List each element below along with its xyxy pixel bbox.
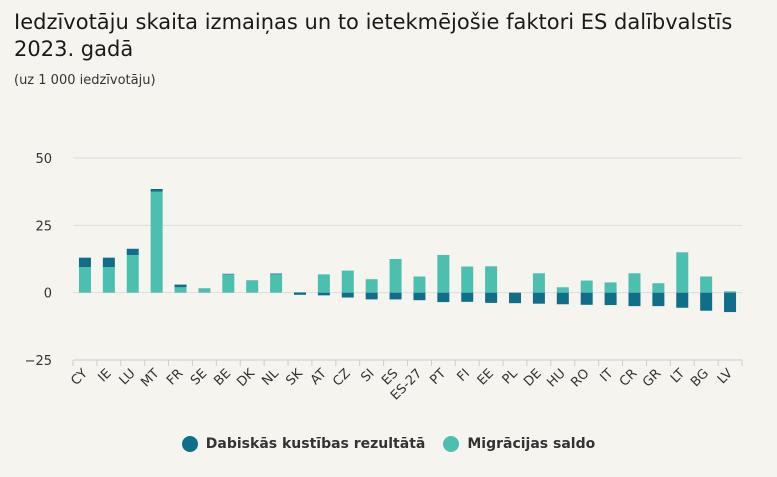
y-tick-label: −25 (25, 354, 52, 369)
bar-natural (246, 280, 259, 282)
bar-natural (413, 292, 426, 301)
x-tick-label: PT (427, 366, 449, 388)
bar-migration (102, 267, 115, 293)
bar-migration (341, 270, 354, 293)
bar-migration (628, 273, 641, 293)
bar-migration (174, 287, 187, 293)
x-tick-label: MT (138, 366, 162, 390)
legend-item-migration[interactable]: Migrācijas saldo (443, 436, 595, 452)
bar-migration (413, 276, 426, 293)
bar-migration (317, 274, 330, 293)
bar-migration (604, 282, 617, 293)
bar-natural (150, 188, 163, 192)
x-tick-label: DE (521, 366, 545, 390)
x-tick-label: BG (688, 366, 712, 390)
bar-migration (365, 279, 378, 293)
bar-migration (485, 266, 498, 293)
x-tick-label: PL (500, 366, 522, 388)
x-tick-label: IT (597, 366, 616, 385)
bar-migration (389, 259, 402, 293)
bar-natural (509, 292, 522, 304)
bar-migration (580, 280, 593, 293)
y-tick-label: 0 (44, 287, 52, 302)
bar-natural (676, 292, 689, 308)
bar-natural (126, 248, 139, 255)
bar-natural (78, 257, 91, 268)
bar-natural (389, 292, 402, 300)
chart-subtitle: (uz 1 000 iedzīvotāju) (14, 73, 156, 88)
legend-swatch-migration (443, 436, 460, 452)
bar-natural (293, 292, 306, 295)
bar-natural (532, 292, 545, 304)
x-tick-label: FI (454, 366, 473, 385)
x-tick-label: GR (640, 366, 664, 390)
bar-migration (437, 254, 450, 293)
y-tick-label: 25 (35, 219, 52, 234)
bar-migration (556, 287, 569, 293)
bar-migration (150, 191, 163, 293)
x-tick-label: SE (188, 366, 210, 388)
x-tick-label: LU (117, 366, 139, 388)
y-tick-label: 50 (35, 152, 52, 167)
bar-migration (676, 252, 689, 293)
bar-natural (700, 292, 713, 311)
bar-natural (174, 284, 187, 288)
x-tick-label: NL (259, 366, 282, 389)
bar-natural (580, 292, 593, 305)
bar-natural (652, 292, 665, 307)
x-tick-label: BE (211, 366, 234, 389)
x-tick-label: LV (715, 366, 736, 387)
bar-migration (222, 274, 235, 293)
chart-legend: Dabiskās kustības rezultātā Migrācijas s… (0, 436, 777, 452)
bar-migration (293, 292, 306, 293)
x-tick-label: CY (68, 366, 91, 389)
bar-migration (78, 267, 91, 293)
legend-item-natural[interactable]: Dabiskās kustības rezultātā (181, 436, 426, 452)
x-tick-label: SI (358, 366, 377, 385)
bar-natural (365, 292, 378, 300)
bar-migration (724, 291, 737, 293)
bar-natural (341, 292, 354, 298)
x-tick-label: CR (617, 366, 640, 389)
bar-migration (270, 274, 283, 293)
bar-natural (270, 273, 283, 275)
bar-natural (556, 292, 569, 305)
x-tick-label: LT (668, 366, 688, 386)
x-tick-label: SK (283, 366, 306, 389)
bar-natural (604, 292, 617, 306)
bar-migration (532, 273, 545, 293)
bar-natural (222, 273, 235, 275)
x-tick-label: IE (96, 366, 115, 385)
bar-migration (461, 266, 474, 293)
bar-migration (198, 288, 211, 293)
bar-natural (628, 292, 641, 307)
legend-label-migration: Migrācijas saldo (467, 436, 596, 452)
bar-natural (724, 292, 737, 313)
bar-natural (317, 292, 330, 296)
x-tick-label: HU (544, 366, 568, 390)
x-tick-label: DK (234, 366, 258, 390)
x-tick-label: EE (475, 366, 497, 388)
bar-natural (437, 292, 450, 303)
x-tick-label: RO (568, 366, 592, 390)
bar-migration (652, 283, 665, 293)
bar-natural (485, 292, 498, 303)
bar-migration (700, 276, 713, 293)
x-tick-label: CZ (330, 366, 353, 389)
x-tick-label: FR (164, 366, 186, 388)
bar-natural (102, 257, 115, 268)
bar-migration (126, 254, 139, 293)
bar-natural (461, 292, 474, 302)
bar-migration (246, 281, 259, 293)
x-tick-label: AT (308, 366, 330, 388)
legend-label-natural: Dabiskās kustības rezultātā (205, 436, 426, 452)
chart-title: Iedzīvotāju skaita izmaiņas un to ietekm… (14, 10, 733, 61)
legend-swatch-natural (181, 436, 198, 452)
